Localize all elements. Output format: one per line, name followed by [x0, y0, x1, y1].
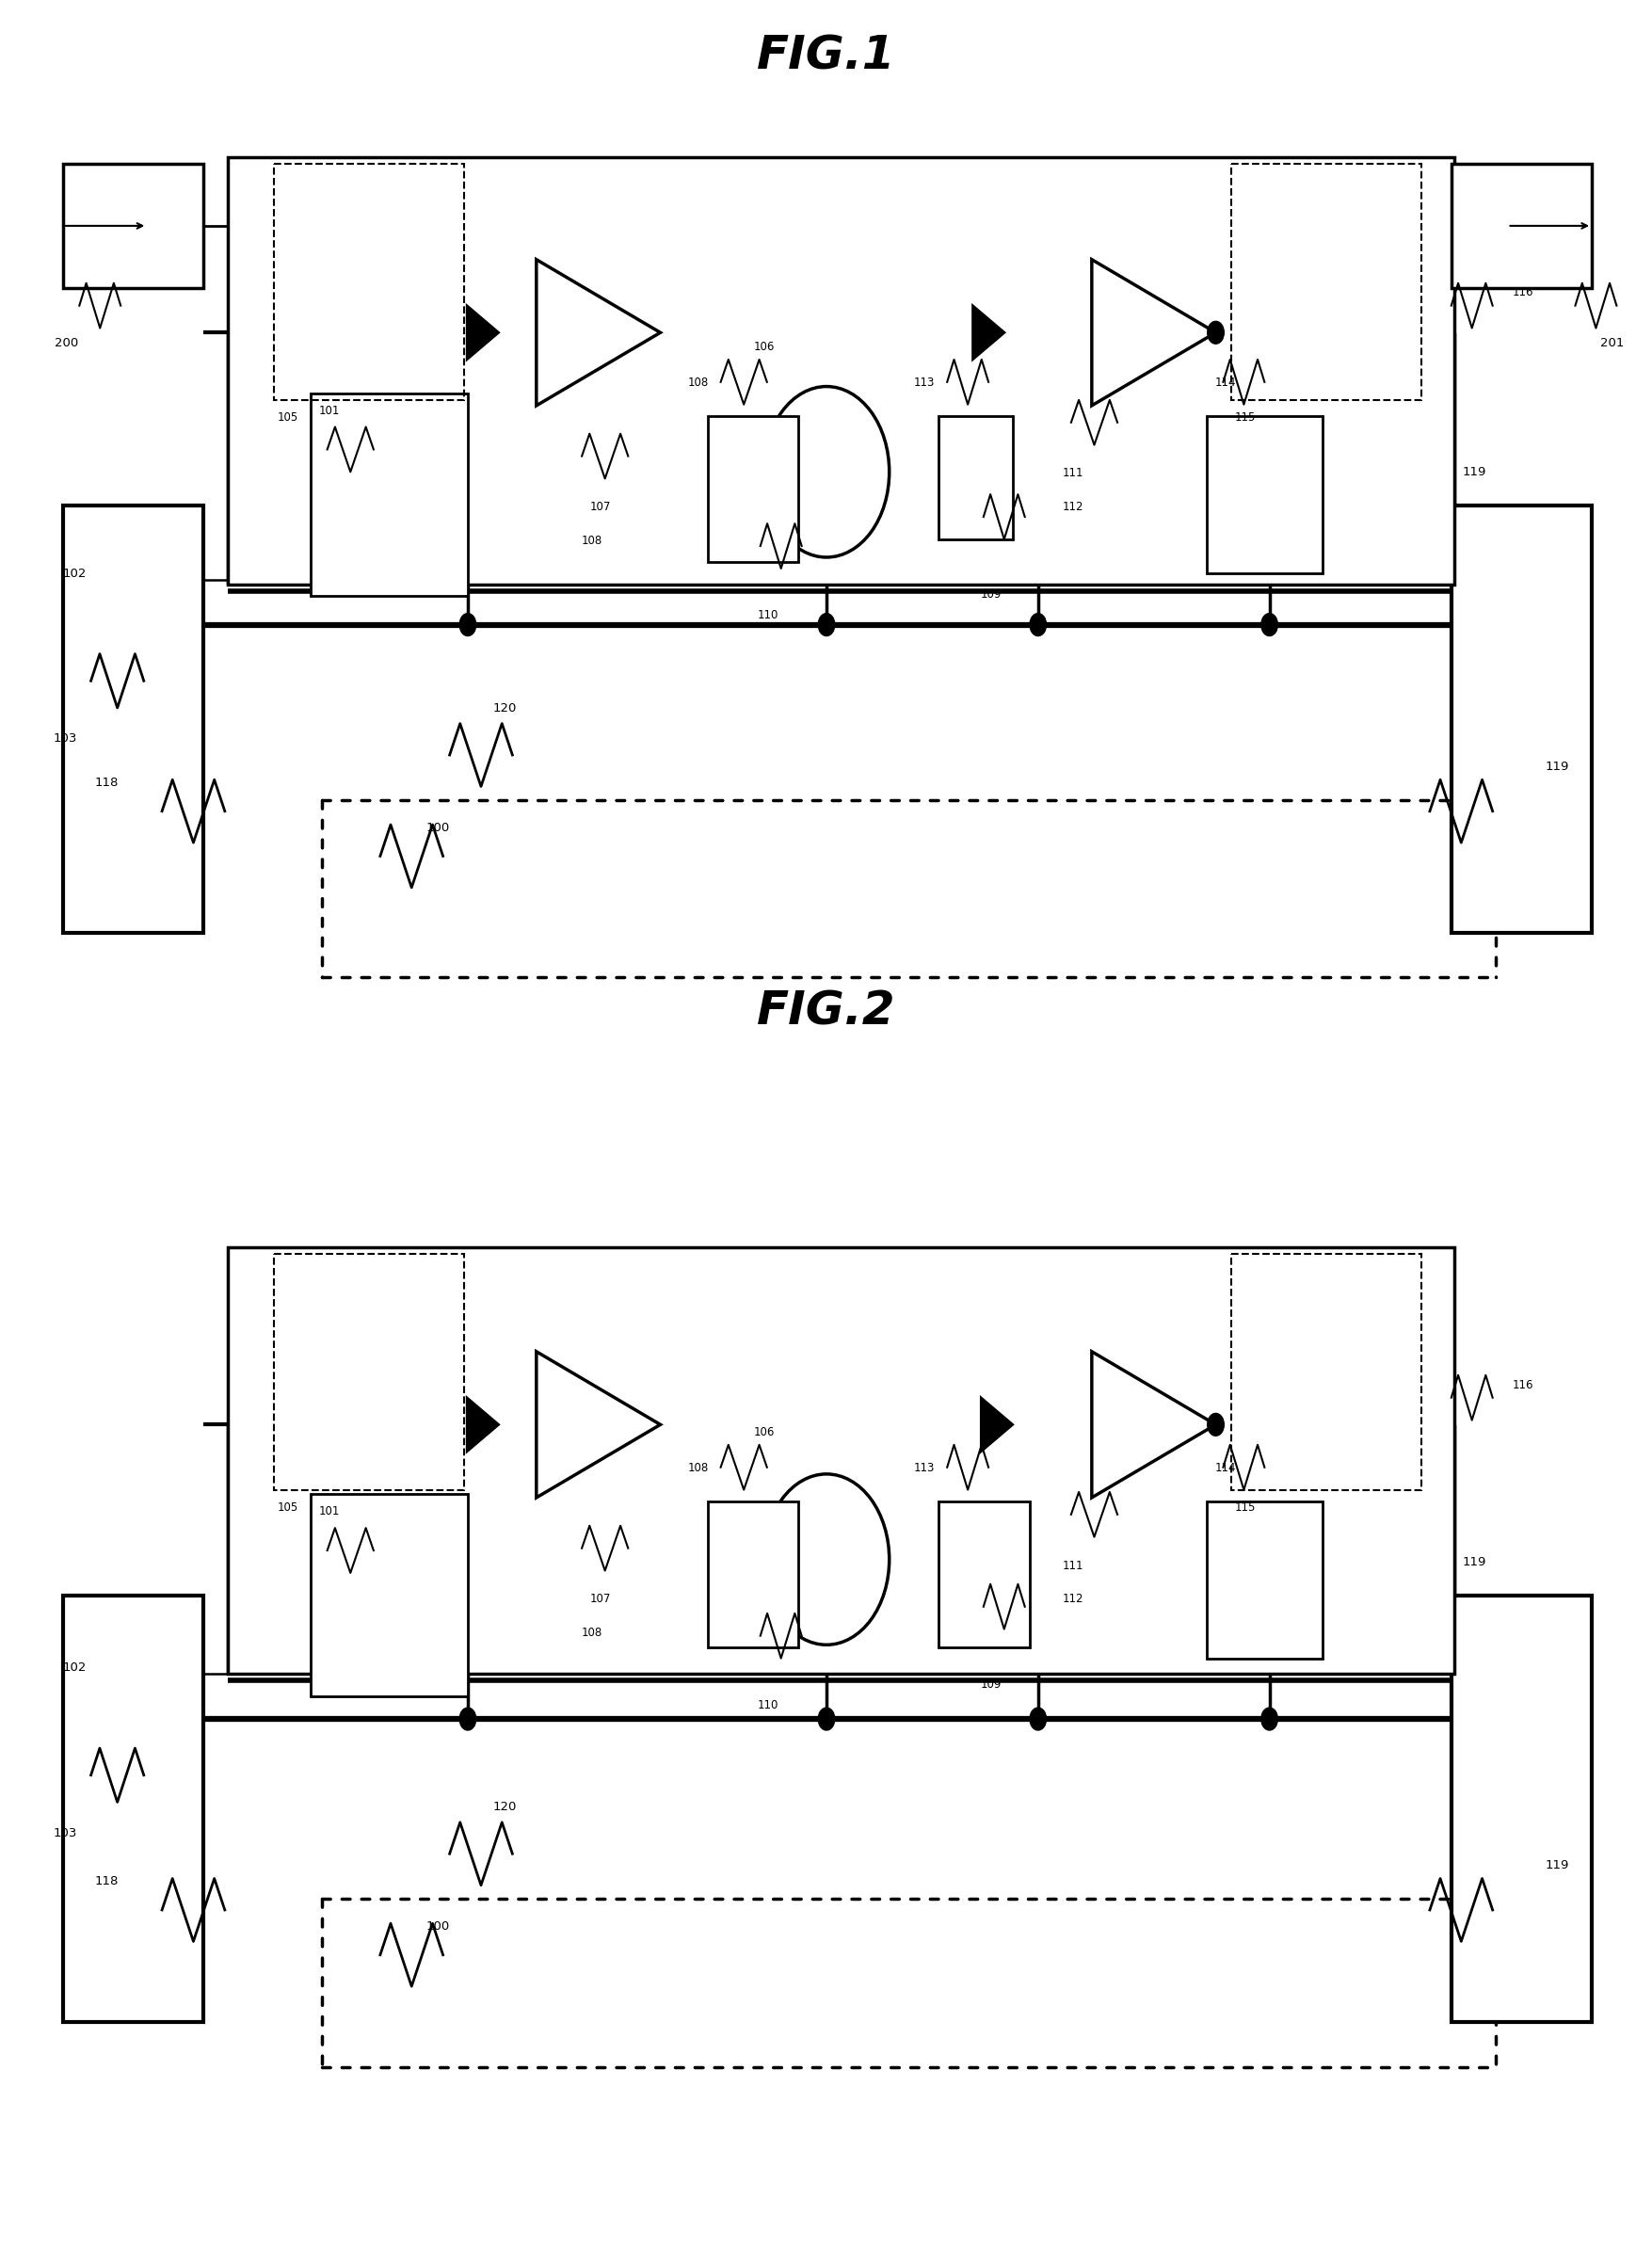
Polygon shape	[1090, 1353, 1214, 1499]
Text: 111: 111	[1062, 467, 1084, 479]
Polygon shape	[980, 1398, 1013, 1452]
Bar	[274, 1254, 464, 1490]
Bar	[1206, 416, 1322, 573]
Text: 107: 107	[590, 1593, 611, 1604]
Bar	[228, 1247, 1454, 1674]
Circle shape	[1029, 613, 1046, 636]
Bar	[938, 1501, 1029, 1647]
Text: 111: 111	[1062, 1559, 1084, 1571]
Text: 103: 103	[53, 1827, 76, 1838]
Circle shape	[1260, 1708, 1277, 1730]
Text: 109: 109	[980, 589, 1001, 600]
Bar	[1231, 164, 1421, 400]
Circle shape	[1260, 613, 1277, 636]
Text: 107: 107	[590, 501, 611, 512]
Text: 116: 116	[1512, 288, 1533, 299]
Polygon shape	[466, 1398, 499, 1452]
Circle shape	[818, 613, 834, 636]
Bar	[1450, 506, 1591, 933]
Text: 116: 116	[1512, 1380, 1533, 1391]
Text: 106: 106	[753, 342, 775, 353]
Polygon shape	[535, 258, 659, 404]
Text: 100: 100	[426, 1921, 449, 1932]
Circle shape	[459, 1708, 476, 1730]
Text: 110: 110	[757, 609, 778, 620]
Polygon shape	[535, 1353, 659, 1499]
Text: 101: 101	[319, 404, 340, 416]
Text: FIG.2: FIG.2	[757, 989, 895, 1034]
Text: 118: 118	[96, 777, 119, 789]
Bar	[63, 506, 203, 933]
Text: 113: 113	[914, 1463, 935, 1474]
Text: 109: 109	[980, 1679, 1001, 1690]
Text: 115: 115	[1234, 1501, 1256, 1512]
Text: 103: 103	[53, 733, 76, 744]
Text: 200: 200	[55, 337, 78, 348]
Text: 113: 113	[914, 377, 935, 389]
Text: 101: 101	[319, 1505, 340, 1517]
Text: 108: 108	[582, 535, 603, 546]
Bar	[1231, 1254, 1421, 1490]
Polygon shape	[1090, 258, 1214, 404]
Bar	[311, 1494, 468, 1696]
Text: 120: 120	[492, 1802, 515, 1813]
Bar	[274, 164, 464, 400]
Circle shape	[459, 613, 476, 636]
Bar	[1450, 164, 1591, 288]
Circle shape	[1029, 1708, 1046, 1730]
Circle shape	[1206, 321, 1222, 344]
Text: 105: 105	[278, 411, 299, 422]
Bar	[938, 416, 1013, 539]
Text: 115: 115	[1234, 411, 1256, 422]
Bar	[311, 393, 468, 595]
Bar	[1450, 1595, 1591, 2022]
Text: 110: 110	[757, 1699, 778, 1710]
Polygon shape	[971, 306, 1004, 360]
Text: 119: 119	[1462, 467, 1485, 479]
Text: 119: 119	[1545, 762, 1568, 773]
Text: 118: 118	[96, 1876, 119, 1887]
Circle shape	[763, 1474, 889, 1645]
Bar	[63, 164, 203, 288]
Bar	[228, 157, 1454, 584]
Text: 102: 102	[63, 568, 86, 580]
Text: 100: 100	[426, 822, 449, 834]
Text: 112: 112	[1062, 1593, 1084, 1604]
Text: 119: 119	[1545, 1861, 1568, 1872]
Circle shape	[1206, 1413, 1222, 1436]
Text: 108: 108	[582, 1627, 603, 1638]
Circle shape	[818, 1708, 834, 1730]
Text: 119: 119	[1462, 1557, 1485, 1568]
Text: 114: 114	[1214, 1463, 1236, 1474]
Text: FIG.1: FIG.1	[757, 34, 895, 79]
Bar	[63, 1595, 203, 2022]
Bar	[707, 416, 798, 562]
Polygon shape	[466, 306, 499, 360]
Text: 120: 120	[492, 703, 515, 715]
Text: 102: 102	[63, 1663, 86, 1674]
Text: 105: 105	[278, 1501, 299, 1512]
Circle shape	[763, 386, 889, 557]
Text: 201: 201	[1599, 337, 1622, 348]
Text: 106: 106	[753, 1427, 775, 1438]
Text: 112: 112	[1062, 501, 1084, 512]
Bar	[1206, 1501, 1322, 1658]
Text: 108: 108	[687, 377, 709, 389]
Text: 114: 114	[1214, 377, 1236, 389]
Text: 108: 108	[687, 1463, 709, 1474]
Bar	[707, 1501, 798, 1647]
